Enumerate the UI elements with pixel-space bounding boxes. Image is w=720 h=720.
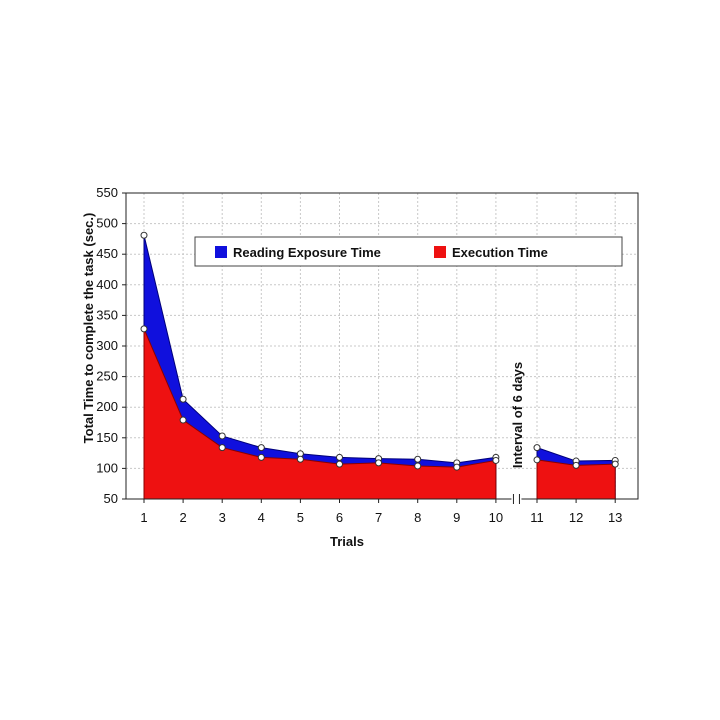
point-execution-12 (572, 461, 580, 469)
point-execution-10 (492, 456, 500, 464)
x-tick-label-5: 5 (297, 510, 304, 525)
x-tick-label-10: 10 (489, 510, 503, 525)
point-reading-total-3 (218, 432, 226, 440)
point-execution-7 (375, 459, 383, 467)
axis-break-gap (511, 495, 522, 503)
point-execution-4 (257, 453, 265, 461)
y-tick-label-2: 150 (96, 430, 118, 445)
x-tick-label-11: 11 (530, 510, 544, 525)
point-reading-total-2 (179, 395, 187, 403)
x-tick-label-6: 6 (336, 510, 343, 525)
legend: Reading Exposure Time Execution Time (194, 236, 623, 267)
y-tick-label-10: 550 (96, 185, 118, 200)
y-axis: 50 100 150 200 250 300 350 400 450 500 550 (96, 185, 126, 506)
point-reading-total-4 (257, 444, 265, 452)
x-tick-label-13: 13 (608, 510, 622, 525)
legend-box (194, 236, 623, 267)
x-axis-title: Trials (330, 534, 364, 549)
x-axis: 1 2 3 4 5 6 7 8 9 10 11 12 13 (140, 499, 622, 525)
x-tick-label-8: 8 (414, 510, 421, 525)
point-reading-total-11 (533, 444, 541, 452)
legend-swatch-reading (215, 246, 227, 258)
x-tick-label-1: 1 (140, 510, 147, 525)
x-tick-label-12: 12 (569, 510, 583, 525)
y-tick-label-4: 250 (96, 369, 118, 384)
legend-label-execution: Execution Time (452, 245, 548, 260)
y-tick-label-5: 300 (96, 338, 118, 353)
axis-break (511, 494, 522, 504)
point-execution-2 (179, 416, 187, 424)
x-tick-label-7: 7 (375, 510, 382, 525)
point-reading-total-6 (336, 453, 343, 461)
legend-swatch-execution (434, 246, 446, 258)
point-execution-5 (296, 455, 304, 463)
point-execution-13 (611, 460, 619, 468)
y-tick-label-3: 200 (96, 399, 118, 414)
point-execution-9 (453, 463, 461, 471)
y-tick-label-1: 100 (96, 460, 118, 475)
x-tick-label-9: 9 (453, 510, 460, 525)
x-tick-label-3: 3 (219, 510, 226, 525)
marker-layer (140, 231, 619, 471)
point-execution-8 (414, 462, 422, 470)
y-tick-label-9: 500 (96, 216, 118, 231)
x-tick-label-2: 2 (179, 510, 186, 525)
point-reading-total-1 (140, 231, 148, 239)
interval-annotation: Interval of 6 days (510, 362, 525, 468)
y-tick-label-6: 350 (96, 307, 118, 322)
point-execution-11 (533, 456, 541, 464)
point-execution-1 (140, 325, 148, 333)
point-reading-total-8 (414, 455, 422, 463)
point-execution-6 (336, 460, 343, 468)
y-tick-label-7: 400 (96, 277, 118, 292)
legend-label-reading: Reading Exposure Time (233, 245, 381, 260)
y-tick-label-0: 50 (104, 491, 118, 506)
point-execution-3 (218, 444, 226, 452)
y-axis-title: Total Time to complete the task (sec.) (81, 213, 96, 444)
y-tick-label-8: 450 (96, 246, 118, 261)
x-tick-label-4: 4 (258, 510, 265, 525)
